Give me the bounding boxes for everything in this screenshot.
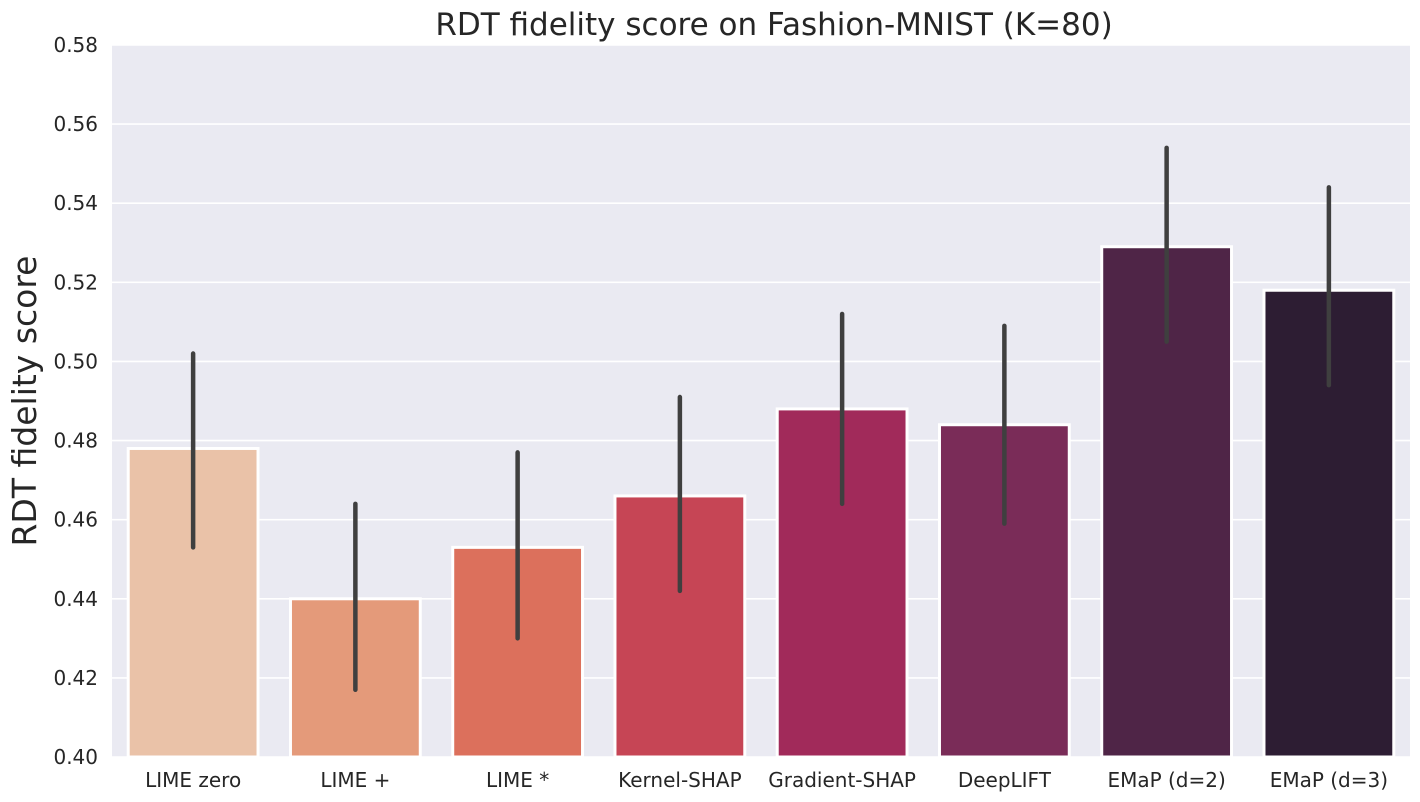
bar [126, 446, 260, 759]
x-tick-label: EMaP (d=3) [1270, 768, 1388, 792]
y-tick-label: 0.42 [53, 666, 98, 690]
y-axis-label: RDT fidelity score [5, 256, 44, 547]
y-tick-label: 0.52 [53, 270, 98, 294]
x-tick-label: Kernel-SHAP [618, 768, 742, 792]
x-tick-labels: LIME zero LIME + LIME * Kernel-SHAP Gradient… [145, 768, 1388, 792]
error-bars [190, 145, 1332, 693]
x-tick-label: LIME * [486, 768, 549, 792]
y-tick-labels: 0.40 0.42 0.44 0.46 0.48 0.50 0.52 0.54 0.56 0.58 [53, 33, 98, 769]
x-tick-label: LIME + [320, 768, 390, 792]
y-tick-label: 0.46 [53, 508, 98, 532]
y-tick-label: 0.44 [53, 587, 98, 611]
x-tick-label: Gradient-SHAP [768, 768, 916, 792]
y-tick-label: 0.54 [53, 191, 98, 215]
y-tick-label: 0.50 [53, 349, 98, 373]
y-tick-label: 0.40 [53, 745, 98, 769]
x-tick-label: LIME zero [145, 768, 241, 792]
y-tick-label: 0.48 [53, 429, 98, 453]
chart-title: RDT fidelity score on Fashion-MNIST (K=8… [435, 7, 1112, 43]
bar [937, 423, 1071, 759]
x-tick-label: DeepLIFT [958, 768, 1052, 792]
x-tick-label: EMaP (d=2) [1107, 768, 1225, 792]
y-tick-label: 0.56 [53, 112, 98, 136]
y-tick-label: 0.58 [53, 33, 98, 57]
